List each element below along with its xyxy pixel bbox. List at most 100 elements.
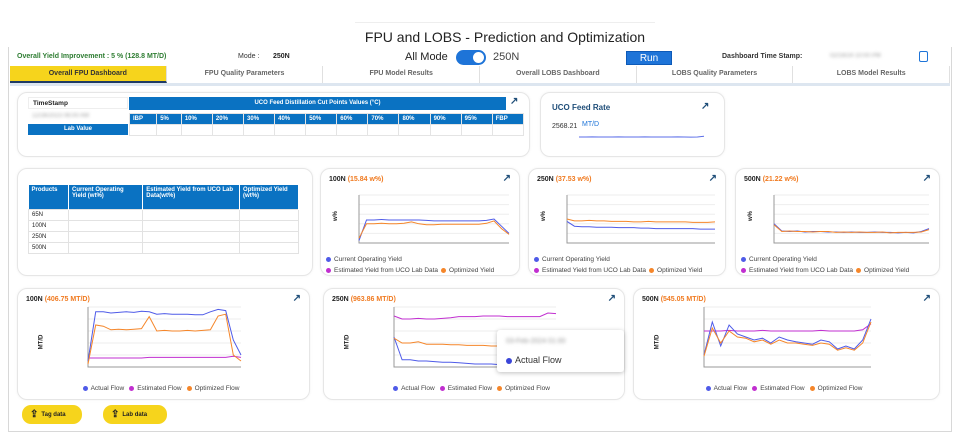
- line-chart: [87, 306, 242, 368]
- y-axis-label: w%: [333, 210, 340, 222]
- legend-item[interactable]: Estimated Flow: [752, 385, 805, 392]
- legend-item[interactable]: Estimated Flow: [439, 385, 492, 392]
- legend-item[interactable]: Estimated Flow: [129, 385, 182, 392]
- legend-dot: [186, 385, 192, 391]
- legend-item[interactable]: Estimated Yield from UCO Lab Data: [326, 267, 438, 274]
- th-current-yield: Current Operating Yield (wt%): [68, 185, 144, 209]
- legend-item[interactable]: Current Operating Yield: [326, 256, 402, 263]
- legend-item[interactable]: Actual Flow: [393, 385, 435, 392]
- legend-item[interactable]: Optimized Yield: [856, 267, 909, 274]
- legend-dot: [741, 256, 746, 262]
- feed-rate-card: UCO Feed Rate ↗ 2568.21 MT/D: [540, 92, 725, 157]
- line-chart: [358, 194, 510, 244]
- page-title: FPU and LOBS - Prediction and Optimizati…: [355, 22, 655, 48]
- legend-item[interactable]: Estimated Yield from UCO Lab Data: [741, 267, 853, 274]
- cut-value-cell: [305, 124, 338, 136]
- legend-item[interactable]: Current Operating Yield: [534, 256, 610, 263]
- product-name: 500N: [28, 241, 69, 254]
- feed-rate-unit: MT/D: [582, 121, 600, 128]
- legend-label: Estimated Flow: [137, 385, 182, 392]
- y-axis-label: w%: [748, 210, 755, 222]
- axis: [358, 195, 509, 244]
- trend-icon[interactable]: ↗: [607, 293, 616, 304]
- chart-title: 100N (15.84 w%): [329, 176, 383, 183]
- trend-icon[interactable]: ↗: [922, 293, 931, 304]
- actual-series: [566, 220, 715, 230]
- estimated-series: [393, 312, 557, 320]
- cut-column-header: 80%: [398, 113, 431, 125]
- cut-value-cell: [398, 124, 431, 136]
- feed-rate-value: 2568.21: [552, 123, 578, 130]
- trend-icon[interactable]: ↗: [510, 96, 519, 107]
- legend-dot: [82, 385, 88, 391]
- estimated-series: [88, 355, 242, 359]
- chart-tooltip: 03-Feb-2024 01:00 Actual Flow: [497, 330, 624, 372]
- legend-item[interactable]: Optimized Yield: [441, 267, 494, 274]
- chart-legend: Actual Flow Estimated Flow Optimized Flow: [324, 385, 624, 392]
- chart-value: (21.22 w%): [762, 176, 799, 183]
- tab-lobs-quality[interactable]: LOBS Quality Parameters: [637, 66, 794, 83]
- timestamp-value: 02/19/24 10:00 PM: [830, 53, 881, 59]
- tab-lobs-model[interactable]: LOBS Model Results: [793, 66, 951, 83]
- trend-icon[interactable]: ↗: [701, 101, 710, 112]
- legend-item[interactable]: Actual Flow: [82, 385, 124, 392]
- legend-item[interactable]: Current Operating Yield: [741, 256, 817, 263]
- legend-label: Current Operating Yield: [542, 256, 610, 263]
- tab-fpu-model[interactable]: FPU Model Results: [323, 66, 481, 83]
- th-products: Products: [28, 185, 69, 209]
- feed-rate-sparkline: [579, 135, 705, 138]
- feed-rate-line: [579, 135, 705, 138]
- mode-value: 250N: [273, 53, 290, 60]
- legend-label: Current Operating Yield: [334, 256, 402, 263]
- run-button[interactable]: Run: [626, 51, 672, 65]
- cut-column-header: 70%: [367, 113, 400, 125]
- calendar-icon[interactable]: [919, 51, 928, 62]
- chart-title: 100N (406.75 MT/D): [26, 296, 90, 303]
- tab-overall-fpu[interactable]: Overall FPU Dashboard: [10, 66, 167, 83]
- tab-overall-lobs[interactable]: Overall LOBS Dashboard: [480, 66, 637, 83]
- yield-chart-card: 250N (37.53 w%) ↗ w% Current Operating Yi…: [528, 168, 726, 276]
- legend-item[interactable]: Optimized Flow: [186, 385, 239, 392]
- trend-icon[interactable]: ↗: [502, 173, 511, 184]
- cut-column-header: 40%: [274, 113, 307, 125]
- chart-legend: Actual Flow Estimated Flow Optimized Flow: [18, 385, 309, 392]
- legend-dot: [649, 267, 655, 273]
- lab-data-button[interactable]: ⇪ Lab data: [103, 405, 167, 424]
- cut-timestamp-value: 12/26/2023 06:00 AM: [32, 113, 90, 119]
- trend-icon[interactable]: ↗: [922, 173, 931, 184]
- trend-icon[interactable]: ↗: [292, 293, 301, 304]
- legend-label: Estimated Yield from UCO Lab Data: [749, 267, 854, 274]
- legend-item[interactable]: Estimated Yield from UCO Lab Data: [534, 267, 646, 274]
- legend-label: Optimized Yield: [449, 267, 495, 274]
- legend-label: Actual Flow: [713, 385, 748, 392]
- tab-fpu-quality[interactable]: FPU Quality Parameters: [167, 66, 324, 83]
- legend-label: Estimated Yield from UCO Lab Data: [334, 267, 439, 274]
- cut-value-cell: [429, 124, 462, 136]
- dashboard-frame: [8, 47, 952, 432]
- legend-item[interactable]: Actual Flow: [705, 385, 748, 392]
- chart-title: 500N (545.05 MT/D): [642, 296, 706, 303]
- cut-column-header: 10%: [180, 113, 213, 125]
- upload-icon: ⇪: [111, 409, 120, 420]
- legend-dot: [809, 385, 815, 391]
- y-axis-label: MT/D: [344, 334, 351, 350]
- trend-icon[interactable]: ↗: [708, 173, 717, 184]
- chart-product: 250N: [332, 296, 349, 303]
- chart-value: (545.05 MT/D): [660, 296, 706, 303]
- legend-item[interactable]: Optimized Flow: [497, 385, 550, 392]
- legend-dot: [752, 385, 758, 391]
- legend-item[interactable]: Optimized Flow: [809, 385, 862, 392]
- legend-label: Actual Flow: [401, 385, 435, 392]
- mode-toggle[interactable]: [456, 50, 486, 65]
- yield-chart-card: 100N (15.84 w%) ↗ w% Current Operating Yi…: [320, 168, 520, 276]
- cut-column-header: FBP: [491, 113, 525, 125]
- tooltip-series-label: Actual Flow: [515, 355, 562, 365]
- tag-data-button[interactable]: ⇪ Tag data: [22, 405, 82, 424]
- cut-column-header: IBP: [128, 113, 158, 125]
- mode-label: Mode :: [238, 53, 260, 60]
- chart-title: 250N (963.86 MT/D): [332, 296, 396, 303]
- legend-item[interactable]: Optimized Yield: [649, 267, 702, 274]
- chart-product: 100N: [329, 176, 346, 183]
- chart-title: 500N (21.22 w%): [744, 176, 798, 183]
- tooltip-dot: [506, 357, 512, 364]
